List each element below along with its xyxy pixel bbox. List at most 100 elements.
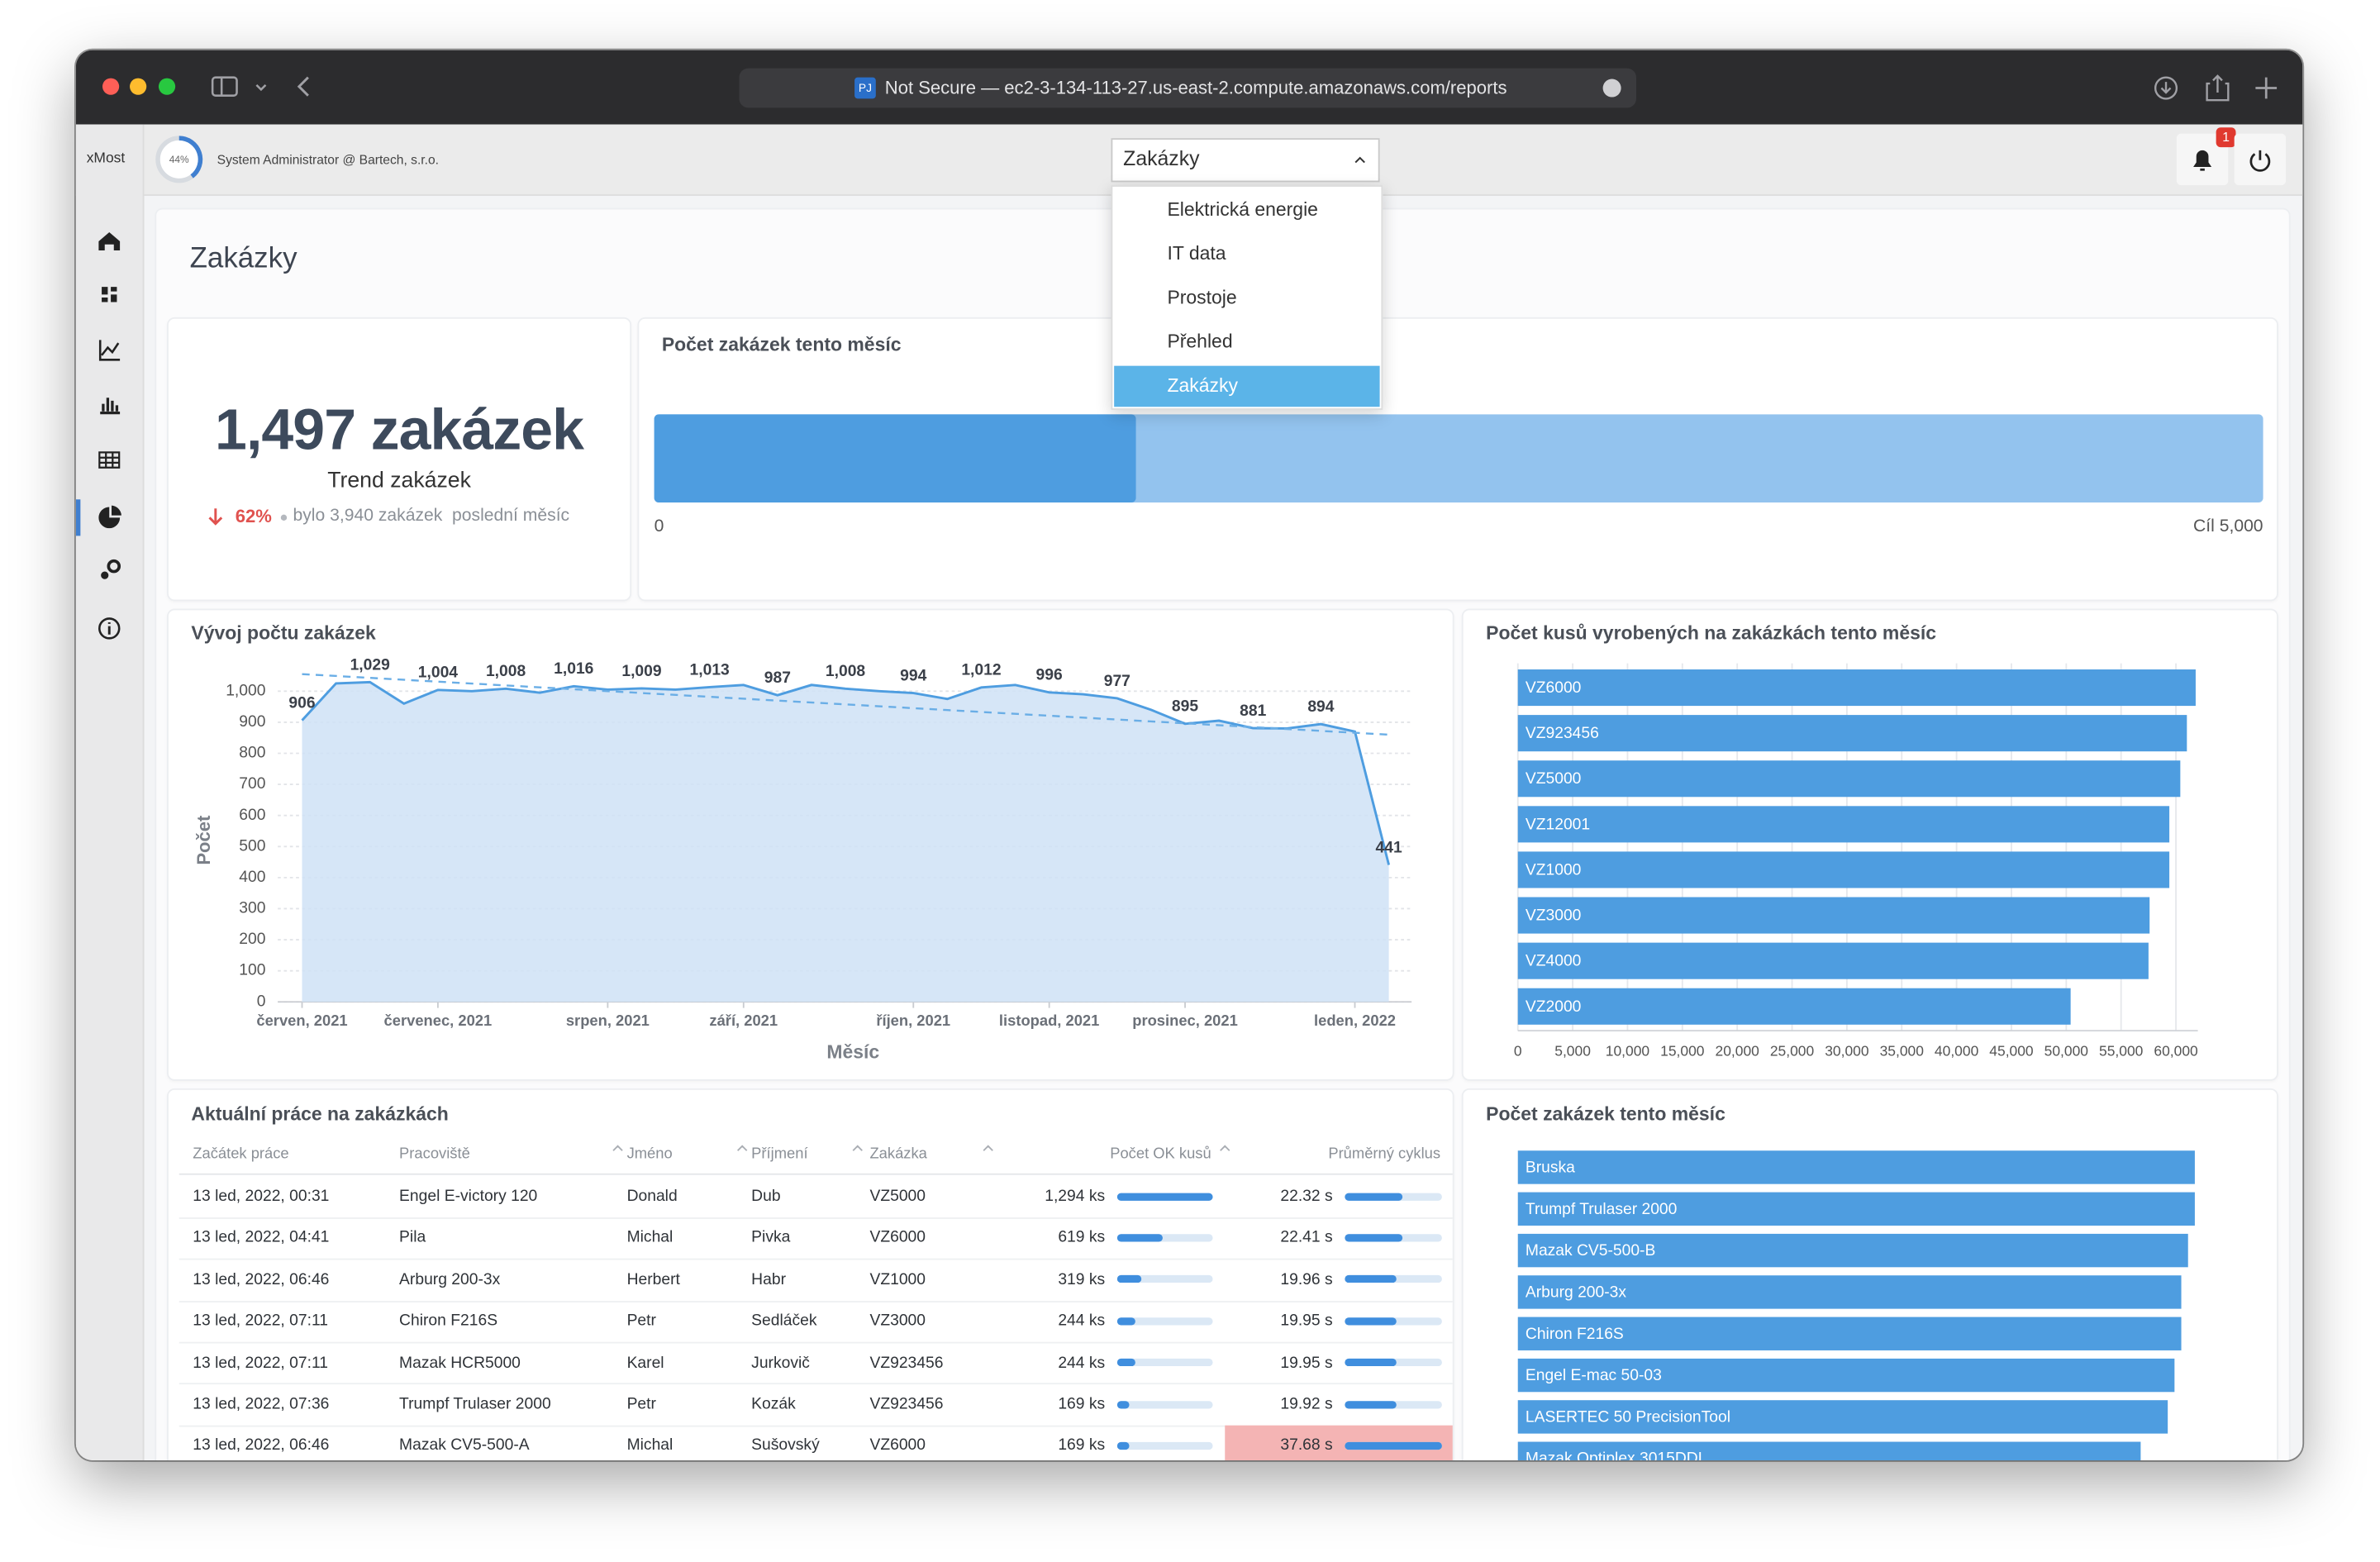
nav-bar-chart[interactable] <box>100 398 121 415</box>
downloads-button[interactable] <box>2154 76 2178 100</box>
nav-table[interactable] <box>98 451 121 469</box>
close-button[interactable] <box>102 78 120 95</box>
table-cell: 13 led, 2022, 06:46 <box>193 1269 330 1289</box>
table-cell: Chiron F216S <box>399 1312 498 1331</box>
y-tick-label: 200 <box>239 931 265 948</box>
x-tick-label: 60,000 <box>2154 1042 2198 1059</box>
ok-pieces-track <box>1116 1441 1213 1450</box>
report-select[interactable] <box>1111 138 1380 183</box>
bar <box>1517 669 2196 707</box>
dropdown-option[interactable]: Zakázky <box>1167 374 1238 397</box>
ok-pieces-label: 169 ks <box>1058 1436 1106 1455</box>
data-label: 441 <box>1376 839 1402 856</box>
ok-pieces-track <box>1116 1400 1213 1408</box>
table-cell: Mazak HCR5000 <box>399 1353 521 1372</box>
area-line <box>301 680 1391 865</box>
table-cell: Sedláček <box>751 1312 817 1331</box>
data-label: 1,013 <box>690 661 730 679</box>
nav-pie-chart[interactable] <box>98 507 121 529</box>
kpi-note: bylo 3,940 zakázek poslední měsíc <box>293 507 570 526</box>
cycle-bar <box>1345 1192 1402 1200</box>
ok-pieces-label: 319 ks <box>1058 1269 1106 1289</box>
back-button[interactable] <box>297 76 309 97</box>
address-text: Not Secure — ec2-3-134-113-27.us-east-2.… <box>885 77 1507 98</box>
x-tick-label: 35,000 <box>1880 1042 1925 1059</box>
bell-icon <box>2193 150 2212 171</box>
table-cell: Pila <box>399 1228 426 1247</box>
column-header[interactable]: Pracoviště <box>399 1145 470 1163</box>
table-cell: 13 led, 2022, 04:41 <box>193 1228 330 1247</box>
column-header[interactable]: Příjmení <box>751 1145 808 1163</box>
y-tick-label: 1,000 <box>226 682 265 699</box>
x-tick-label: prosinec, 2021 <box>1132 1012 1238 1029</box>
notification-badge: 1 <box>2216 127 2236 148</box>
ok-pieces-track <box>1116 1275 1213 1283</box>
power-icon <box>2249 150 2271 172</box>
x-tick-label: 0 <box>1514 1042 1522 1059</box>
table-cell: Trumpf Trulaser 2000 <box>399 1394 551 1414</box>
nav-info[interactable] <box>98 617 121 640</box>
address-bar[interactable] <box>739 68 1637 108</box>
nav-dashboard[interactable] <box>102 287 117 302</box>
bar-label: VZ12001 <box>1526 816 1590 833</box>
cycle-label: 22.32 s <box>1280 1187 1333 1206</box>
bar <box>1517 1400 2168 1434</box>
column-header[interactable]: Jméno <box>626 1145 673 1163</box>
nav-settings[interactable] <box>107 559 121 574</box>
y-axis-title: Počet <box>193 815 214 865</box>
data-label: 994 <box>900 667 926 684</box>
x-tick-label: listopad, 2021 <box>999 1012 1099 1029</box>
app-logo[interactable]: xMost <box>86 150 126 168</box>
bar-label: VZ1000 <box>1526 861 1581 879</box>
x-tick-label: 50,000 <box>2044 1042 2089 1059</box>
dropdown-option[interactable]: Přehled <box>1167 331 1233 353</box>
dropdown-option[interactable]: Elektrická energie <box>1167 198 1318 221</box>
bar-label: Mazak CV5-500-B <box>1526 1242 1655 1260</box>
bar-label: LASERTEC 50 PrecisionTool <box>1526 1408 1730 1426</box>
table-cell: Pivka <box>751 1228 791 1247</box>
table-cell: Engel E-victory 120 <box>399 1187 538 1206</box>
y-tick-label: 300 <box>239 900 265 917</box>
share-button[interactable] <box>2206 74 2230 102</box>
page-menu[interactable] <box>1602 79 1621 98</box>
dropdown-option[interactable]: Prostoje <box>1167 287 1237 308</box>
goal-title: Počet zakázek tento měsíc <box>661 334 902 355</box>
column-header[interactable]: Zakázka <box>869 1145 927 1163</box>
window-content: PJ Not Secure — ec2-3-134-113-27.us-east… <box>75 50 2303 1460</box>
table-cell: VZ6000 <box>869 1228 926 1247</box>
table-cell: Kozák <box>751 1394 796 1414</box>
sidebar-menu-chevron[interactable] <box>255 83 267 92</box>
sidebar-toggle[interactable] <box>211 76 238 98</box>
table-cell: Donald <box>626 1187 678 1206</box>
x-tick-label: září, 2021 <box>709 1012 778 1029</box>
table-cell: VZ923456 <box>869 1353 944 1372</box>
cycle-label: 19.95 s <box>1280 1353 1333 1372</box>
y-tick-label: 600 <box>239 807 265 824</box>
cycle-label: 22.41 s <box>1280 1228 1333 1247</box>
minimize-button[interactable] <box>130 78 147 95</box>
progress-ring: 44% <box>155 136 203 183</box>
cycle-label: 19.95 s <box>1280 1312 1333 1331</box>
x-tick-label: 25,000 <box>1770 1042 1815 1059</box>
cycle-bar <box>1345 1234 1403 1242</box>
pieces-title: Počet kusů vyrobených na zakázkách tento… <box>1486 622 1937 644</box>
bar-label: Trumpf Trulaser 2000 <box>1526 1201 1677 1218</box>
nav-active-indicator <box>75 499 81 536</box>
ok-pieces-label: 244 ks <box>1058 1312 1106 1331</box>
column-header[interactable]: Počet OK kusů <box>1110 1145 1211 1163</box>
column-header[interactable]: Průměrný cyklus <box>1328 1145 1441 1163</box>
data-label: 895 <box>1172 698 1198 716</box>
sort-icons[interactable] <box>612 1145 1230 1151</box>
new-tab-button[interactable] <box>2255 77 2278 99</box>
bar <box>1517 715 2187 752</box>
nav-line-chart[interactable] <box>98 340 121 361</box>
column-header[interactable]: Začátek práce <box>193 1145 289 1163</box>
ok-pieces-label: 619 ks <box>1058 1228 1106 1247</box>
ok-pieces-bar <box>1116 1400 1130 1408</box>
dropdown-option[interactable]: IT data <box>1167 242 1226 264</box>
zoom-button[interactable] <box>158 78 176 95</box>
nav-home[interactable] <box>98 232 121 251</box>
ok-pieces-track <box>1116 1317 1213 1325</box>
data-label: 987 <box>764 669 791 687</box>
